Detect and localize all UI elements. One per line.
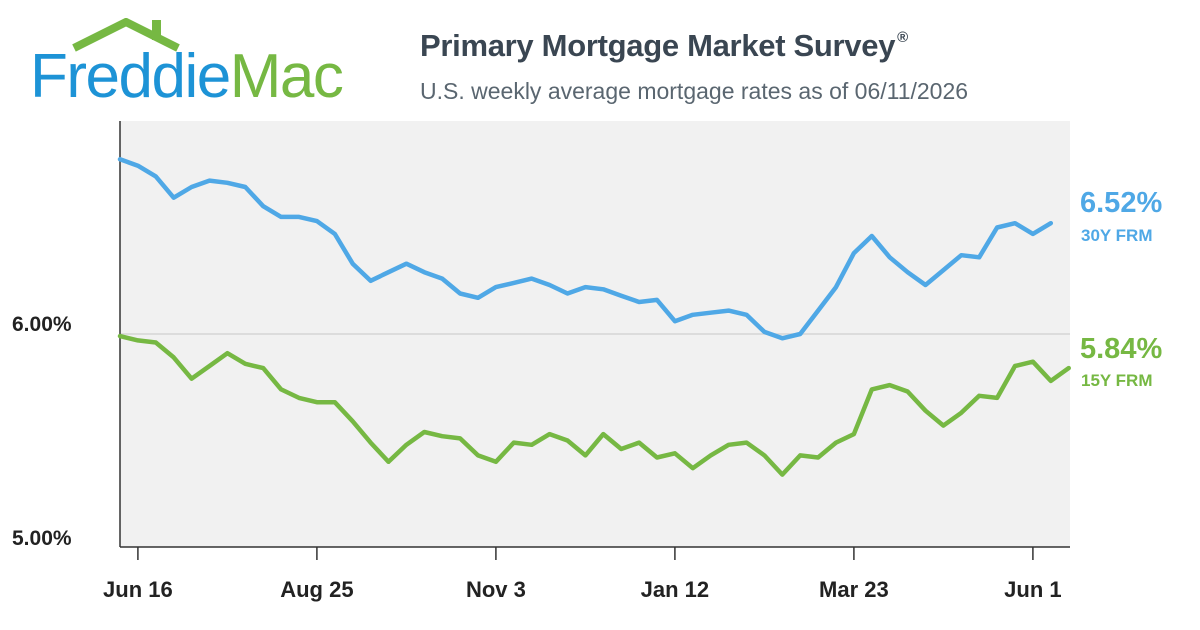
y-tick-label: 6.00% xyxy=(12,313,72,336)
x-tick-label: Mar 23 xyxy=(819,577,889,602)
house-roof-icon xyxy=(72,18,180,52)
series-name-label: 15Y FRM xyxy=(1081,371,1153,390)
title-text: Primary Mortgage Market Survey xyxy=(420,28,896,63)
page-subtitle: U.S. weekly average mortgage rates as of… xyxy=(420,78,969,104)
y-tick-label: 5.00% xyxy=(12,527,72,550)
end-value-label: 6.52% xyxy=(1080,187,1162,219)
x-tick-label: Jun 16 xyxy=(103,577,173,602)
freddie-mac-logo: FreddieMac xyxy=(20,14,390,114)
end-value-label: 5.84% xyxy=(1080,333,1162,365)
series-line-30y-frm xyxy=(117,157,1054,341)
x-tick-label: Aug 25 xyxy=(280,577,353,602)
logo-word-mac: Mac xyxy=(229,42,344,111)
series-name-label: 30Y FRM xyxy=(1081,226,1153,245)
page-title: Primary Mortgage Market Survey ® xyxy=(420,28,908,64)
series-line-15y-frm xyxy=(117,333,1071,477)
x-tick-label: Jan 12 xyxy=(641,577,710,602)
x-tick-label: Jun 1 xyxy=(1004,577,1061,602)
x-tick-label: Nov 3 xyxy=(466,577,526,602)
logo-word-freddie: Freddie xyxy=(30,42,231,111)
registered-mark: ® xyxy=(897,29,908,46)
logo-wordmark: FreddieMac xyxy=(30,46,344,108)
